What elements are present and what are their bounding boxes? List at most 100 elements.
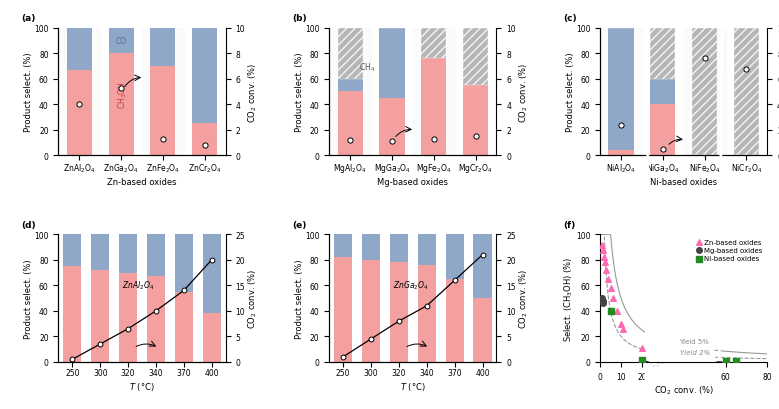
Bar (337, 79, 363, 92)
Ni-based oxides (730, 358, 742, 364)
Zn-based oxides (636, 345, 648, 351)
Bar (337, 92, 363, 156)
X-axis label: CO$_2$ conv. (%): CO$_2$ conv. (%) (654, 383, 714, 396)
Y-axis label: Select. (CH$_3$OH) (%): Select. (CH$_3$OH) (%) (562, 256, 575, 341)
Mg-based oxides (597, 298, 609, 304)
Bar (119, 235, 137, 273)
Zn-based oxides (600, 267, 612, 274)
Bar (413, 29, 455, 156)
Text: CH$_3$OH: CH$_3$OH (117, 81, 129, 109)
Text: (a): (a) (22, 14, 36, 23)
Point (428, 136, 440, 143)
Y-axis label: CO$_2$ conv. (%): CO$_2$ conv. (%) (517, 62, 530, 122)
Bar (192, 29, 217, 124)
Zn-based oxides (617, 326, 629, 332)
Bar (600, 29, 642, 156)
Bar (184, 29, 226, 156)
Bar (608, 29, 633, 151)
Bar (421, 59, 446, 156)
Text: (f): (f) (563, 220, 576, 229)
Zn-based oxides (611, 308, 623, 315)
Bar (463, 29, 488, 86)
Text: (d): (d) (22, 220, 37, 229)
Bar (463, 86, 488, 156)
Text: Yield 5%: Yield 5% (679, 338, 710, 344)
Text: (e): (e) (292, 220, 307, 229)
Bar (119, 273, 137, 362)
Text: ZnGa$_2$O$_4$: ZnGa$_2$O$_4$ (393, 279, 428, 292)
Bar (379, 99, 404, 156)
Point (699, 56, 711, 63)
Point (615, 122, 627, 128)
Point (344, 137, 357, 144)
Bar (362, 235, 380, 260)
Bar (108, 29, 134, 54)
X-axis label: Mg-based oxides: Mg-based oxides (377, 178, 449, 187)
Bar (362, 260, 380, 362)
Text: ZnAl$_2$O$_4$: ZnAl$_2$O$_4$ (122, 279, 154, 292)
Bar (334, 235, 352, 258)
Bar (67, 29, 92, 71)
Bar (455, 29, 496, 156)
Zn-based oxides (597, 247, 609, 253)
Bar (174, 235, 193, 292)
Point (73, 102, 86, 108)
Bar (330, 29, 371, 156)
Bar (67, 71, 92, 156)
Text: Yield 2%: Yield 2% (679, 349, 710, 355)
Zn-based oxides (596, 242, 608, 248)
Zn-based oxides (606, 295, 619, 301)
Bar (108, 54, 134, 156)
Bar (150, 29, 175, 67)
Text: (c): (c) (563, 14, 577, 23)
Zn-based oxides (615, 321, 627, 327)
Bar (692, 29, 717, 156)
Bar (421, 29, 446, 59)
Text: (b): (b) (292, 14, 307, 23)
Bar (371, 29, 413, 156)
Bar (446, 279, 464, 362)
Bar (642, 29, 684, 156)
Bar (650, 29, 675, 79)
Text: CO: CO (115, 37, 127, 46)
Bar (684, 29, 725, 156)
Bar (63, 267, 82, 362)
Y-axis label: Product select. (%): Product select. (%) (566, 52, 575, 132)
Mg-based oxides (597, 300, 609, 307)
Point (115, 85, 127, 92)
Zn-based oxides (602, 276, 615, 283)
X-axis label: $T$ (°C): $T$ (°C) (129, 380, 155, 392)
Bar (91, 235, 109, 270)
Bar (147, 277, 165, 362)
Zn-based oxides (599, 259, 612, 266)
Bar (100, 29, 142, 156)
Bar (725, 29, 767, 156)
Text: CH$_4$: CH$_4$ (359, 62, 375, 74)
Point (469, 133, 481, 140)
Bar (58, 29, 100, 156)
Bar (203, 235, 220, 314)
Bar (334, 258, 352, 362)
Bar (174, 292, 193, 362)
Bar (337, 29, 363, 79)
Point (657, 146, 669, 153)
Bar (203, 314, 220, 362)
Bar (474, 235, 492, 298)
Y-axis label: Product select. (%): Product select. (%) (294, 258, 304, 338)
Zn-based oxides (605, 285, 617, 292)
Ni-based oxides (605, 308, 617, 315)
Bar (418, 235, 436, 265)
Bar (418, 265, 436, 362)
Bar (390, 263, 408, 362)
Y-axis label: Product select. (%): Product select. (%) (24, 52, 33, 132)
Bar (379, 29, 404, 99)
Point (386, 139, 398, 145)
Bar (734, 29, 759, 156)
Bar (608, 151, 633, 156)
Bar (91, 270, 109, 362)
Point (157, 136, 169, 143)
Bar (192, 124, 217, 156)
X-axis label: $T$ (°C): $T$ (°C) (400, 380, 425, 392)
X-axis label: Ni-based oxides: Ni-based oxides (650, 178, 717, 187)
Point (199, 142, 211, 149)
